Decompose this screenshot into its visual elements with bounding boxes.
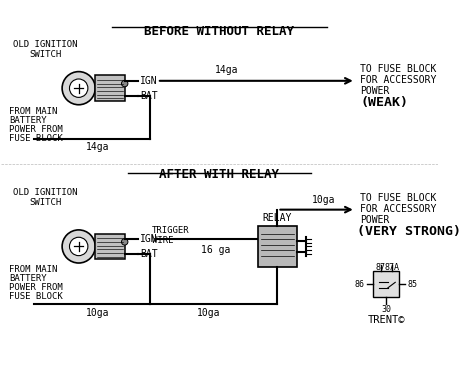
Circle shape — [121, 80, 128, 87]
Text: POWER: POWER — [360, 87, 390, 96]
Text: (WEAK): (WEAK) — [360, 96, 408, 109]
Text: BATTERY: BATTERY — [9, 116, 46, 125]
Text: OLD IGNITION: OLD IGNITION — [13, 188, 78, 197]
Text: 14ga: 14ga — [86, 142, 110, 153]
Text: TRIGGER: TRIGGER — [152, 226, 190, 235]
Text: IGN: IGN — [140, 234, 158, 244]
Text: 10ga: 10ga — [312, 195, 335, 205]
Text: 10ga: 10ga — [86, 308, 110, 318]
Text: BATTERY: BATTERY — [9, 274, 46, 283]
Bar — [95, 75, 125, 101]
Text: 85: 85 — [407, 280, 417, 289]
Text: (VERY STRONG): (VERY STRONG) — [356, 225, 461, 238]
Text: OLD IGNITION: OLD IGNITION — [13, 40, 78, 49]
Text: POWER FROM: POWER FROM — [9, 283, 63, 292]
Text: FROM MAIN: FROM MAIN — [9, 107, 57, 116]
Text: FOR ACCESSORY: FOR ACCESSORY — [360, 204, 437, 214]
Circle shape — [70, 237, 88, 255]
Text: TRENT©: TRENT© — [367, 315, 405, 326]
Text: BAT: BAT — [140, 91, 158, 100]
Text: 16 ga: 16 ga — [201, 245, 230, 255]
Text: POWER FROM: POWER FROM — [9, 125, 63, 134]
Bar — [258, 226, 297, 267]
Text: AFTER WITH RELAY: AFTER WITH RELAY — [159, 168, 280, 181]
Text: 14ga: 14ga — [215, 65, 238, 75]
Circle shape — [62, 72, 95, 105]
Circle shape — [70, 79, 88, 97]
Text: 10ga: 10ga — [197, 308, 220, 318]
Text: BAT: BAT — [140, 249, 158, 259]
Text: FUSE BLOCK: FUSE BLOCK — [9, 292, 63, 301]
Text: 87: 87 — [375, 263, 385, 272]
Text: TO FUSE BLOCK: TO FUSE BLOCK — [360, 193, 437, 203]
Text: SWITCH: SWITCH — [29, 198, 62, 207]
Text: 86: 86 — [355, 280, 365, 289]
Text: FUSE BLOCK: FUSE BLOCK — [9, 134, 63, 143]
Text: SWITCH: SWITCH — [29, 50, 62, 59]
Text: POWER: POWER — [360, 215, 390, 225]
Text: IGN: IGN — [140, 76, 158, 86]
Text: RELAY: RELAY — [263, 214, 292, 223]
Circle shape — [62, 230, 95, 263]
Text: BEFORE WITHOUT RELAY: BEFORE WITHOUT RELAY — [145, 25, 294, 38]
Text: FOR ACCESSORY: FOR ACCESSORY — [360, 75, 437, 85]
Text: TO FUSE BLOCK: TO FUSE BLOCK — [360, 64, 437, 74]
Text: 30: 30 — [381, 306, 391, 314]
Bar — [95, 234, 125, 260]
Circle shape — [121, 239, 128, 245]
Text: 87A: 87A — [384, 263, 399, 272]
Text: FROM MAIN: FROM MAIN — [9, 265, 57, 274]
Bar — [373, 271, 399, 297]
Text: WIRE: WIRE — [152, 236, 174, 245]
